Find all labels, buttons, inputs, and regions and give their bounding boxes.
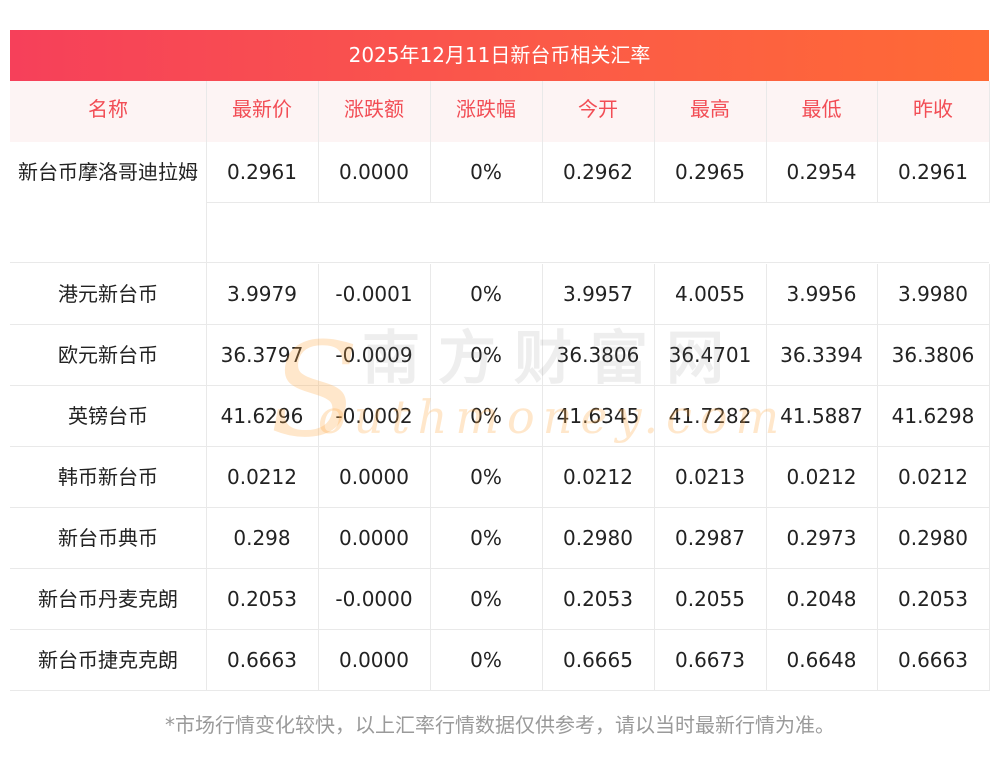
- column-divider: [318, 264, 319, 691]
- cell-high: 0.2987: [675, 526, 745, 550]
- cell-prev-close: 3.9980: [898, 282, 968, 306]
- column-divider: [542, 81, 543, 203]
- cell-change-pct: 0%: [470, 343, 502, 367]
- column-header-latest: 最新价: [232, 97, 292, 121]
- cell-low: 0.0212: [786, 465, 857, 489]
- cell-prev-close: 0.2053: [898, 587, 968, 611]
- cell-prev-close: 0.2980: [898, 526, 968, 550]
- cell-name: 欧元新台币: [58, 343, 158, 367]
- column-divider: [989, 81, 990, 203]
- cell-high: 0.2965: [675, 160, 745, 184]
- cell-open: 41.6345: [556, 404, 640, 428]
- column-divider: [654, 264, 655, 691]
- column-divider: [766, 81, 767, 203]
- cell-high: 0.0213: [675, 465, 745, 489]
- cell-change-pct: 0%: [470, 282, 502, 306]
- table-row: 新台币丹麦克朗 0.2053 -0.0000 0% 0.2053 0.2055 0.2048…: [10, 569, 989, 630]
- cell-name: 港元新台币: [58, 282, 158, 306]
- cell-low: 0.2954: [786, 160, 857, 184]
- column-header-change-pct: 涨跌幅: [456, 97, 516, 121]
- cell-high: 0.2055: [675, 587, 745, 611]
- cell-change-pct: 0%: [470, 526, 502, 550]
- cell-latest: 0.6663: [227, 648, 297, 672]
- cell-latest: 41.6296: [220, 404, 304, 428]
- cell-change: -0.0002: [335, 404, 413, 428]
- cell-low: 0.2973: [786, 526, 857, 550]
- cell-change: -0.0009: [335, 343, 413, 367]
- cell-low: 0.2048: [786, 587, 857, 611]
- column-header-low: 最低: [801, 97, 842, 121]
- table-header-row: 名称 最新价 涨跌额 涨跌幅 今开 最高 最低 昨收: [10, 81, 989, 142]
- table-row: 欧元新台币 36.3797 -0.0009 0% 36.3806 36.4701 36.33…: [10, 325, 989, 386]
- cell-change: 0.0000: [339, 465, 409, 489]
- cell-open: 0.6665: [563, 648, 633, 672]
- cell-change: -0.0001: [335, 282, 413, 306]
- column-divider: [318, 81, 319, 203]
- cell-open: 0.2980: [563, 526, 633, 550]
- cell-high: 36.4701: [668, 343, 752, 367]
- cell-latest: 0.2961: [227, 160, 297, 184]
- cell-latest: 36.3797: [220, 343, 304, 367]
- cell-low: 3.9956: [786, 282, 857, 306]
- column-header-change: 涨跌额: [344, 97, 404, 121]
- cell-latest: 3.9979: [227, 282, 297, 306]
- cell-high: 0.6673: [675, 648, 745, 672]
- cell-name: 新台币摩洛哥迪拉姆: [18, 160, 198, 184]
- table-row: 英镑台币 41.6296 -0.0002 0% 41.6345 41.7282 41.588…: [10, 386, 989, 447]
- table-row: 港元新台币 3.9979 -0.0001 0% 3.9957 4.0055 3.9956 3.…: [10, 264, 989, 325]
- cell-change-pct: 0%: [470, 465, 502, 489]
- cell-latest: 0.0212: [227, 465, 297, 489]
- cell-high: 41.7282: [668, 404, 752, 428]
- cell-low: 36.3394: [780, 343, 863, 367]
- row-divider: [206, 202, 989, 203]
- cell-low: 0.6648: [786, 648, 857, 672]
- cell-change-pct: 0%: [470, 648, 502, 672]
- column-divider: [989, 264, 990, 691]
- table-row: 新台币捷克克朗 0.6663 0.0000 0% 0.6665 0.6673 0.6648 0…: [10, 630, 989, 691]
- column-divider: [877, 81, 878, 203]
- cell-prev-close: 41.6298: [891, 404, 975, 428]
- cell-prev-close: 0.6663: [898, 648, 968, 672]
- cell-name: 新台币典币: [58, 526, 158, 550]
- disclaimer-footer: *市场行情变化较快，以上汇率行情数据仅供参考，请以当时最新行情为准。: [165, 713, 835, 737]
- cell-change: 0.0000: [339, 160, 409, 184]
- column-divider: [430, 81, 431, 203]
- column-divider: [430, 264, 431, 691]
- cell-low: 41.5887: [780, 404, 863, 428]
- table-row: 新台币典币 0.298 0.0000 0% 0.2980 0.2987 0.2973 0.29…: [10, 508, 989, 569]
- column-header-prev-close: 昨收: [913, 97, 953, 121]
- column-divider: [206, 81, 207, 691]
- cell-change: 0.0000: [339, 648, 409, 672]
- cell-prev-close: 36.3806: [891, 343, 975, 367]
- cell-name: 英镑台币: [68, 404, 148, 428]
- cell-open: 36.3806: [556, 343, 640, 367]
- cell-latest: 0.298: [233, 526, 291, 550]
- column-header-name: 名称: [88, 97, 128, 121]
- table-row: 新台币摩洛哥迪拉姆 0.2961 0.0000 0% 0.2962 0.2965 0.295…: [10, 142, 989, 263]
- cell-high: 4.0055: [675, 282, 745, 306]
- cell-change: 0.0000: [339, 526, 409, 550]
- cell-open: 0.2962: [563, 160, 633, 184]
- cell-open: 0.0212: [563, 465, 633, 489]
- cell-latest: 0.2053: [227, 587, 297, 611]
- column-header-open: 今开: [578, 97, 618, 121]
- cell-name: 新台币捷克克朗: [38, 648, 178, 672]
- column-divider: [877, 264, 878, 691]
- cell-prev-close: 0.2961: [898, 160, 968, 184]
- cell-open: 0.2053: [563, 587, 633, 611]
- cell-name: 韩币新台币: [58, 465, 158, 489]
- cell-change: -0.0000: [335, 587, 413, 611]
- cell-change-pct: 0%: [470, 587, 502, 611]
- cell-change-pct: 0%: [470, 404, 502, 428]
- column-divider: [542, 264, 543, 691]
- cell-open: 3.9957: [563, 282, 633, 306]
- column-divider: [654, 81, 655, 203]
- table-title: 2025年12月11日新台币相关汇率: [10, 30, 989, 81]
- column-header-high: 最高: [690, 97, 730, 121]
- cell-prev-close: 0.0212: [898, 465, 968, 489]
- cell-name: 新台币丹麦克朗: [38, 587, 178, 611]
- column-divider: [766, 264, 767, 691]
- table-row: 韩币新台币 0.0212 0.0000 0% 0.0212 0.0213 0.0212 0.0…: [10, 447, 989, 508]
- cell-change-pct: 0%: [470, 160, 502, 184]
